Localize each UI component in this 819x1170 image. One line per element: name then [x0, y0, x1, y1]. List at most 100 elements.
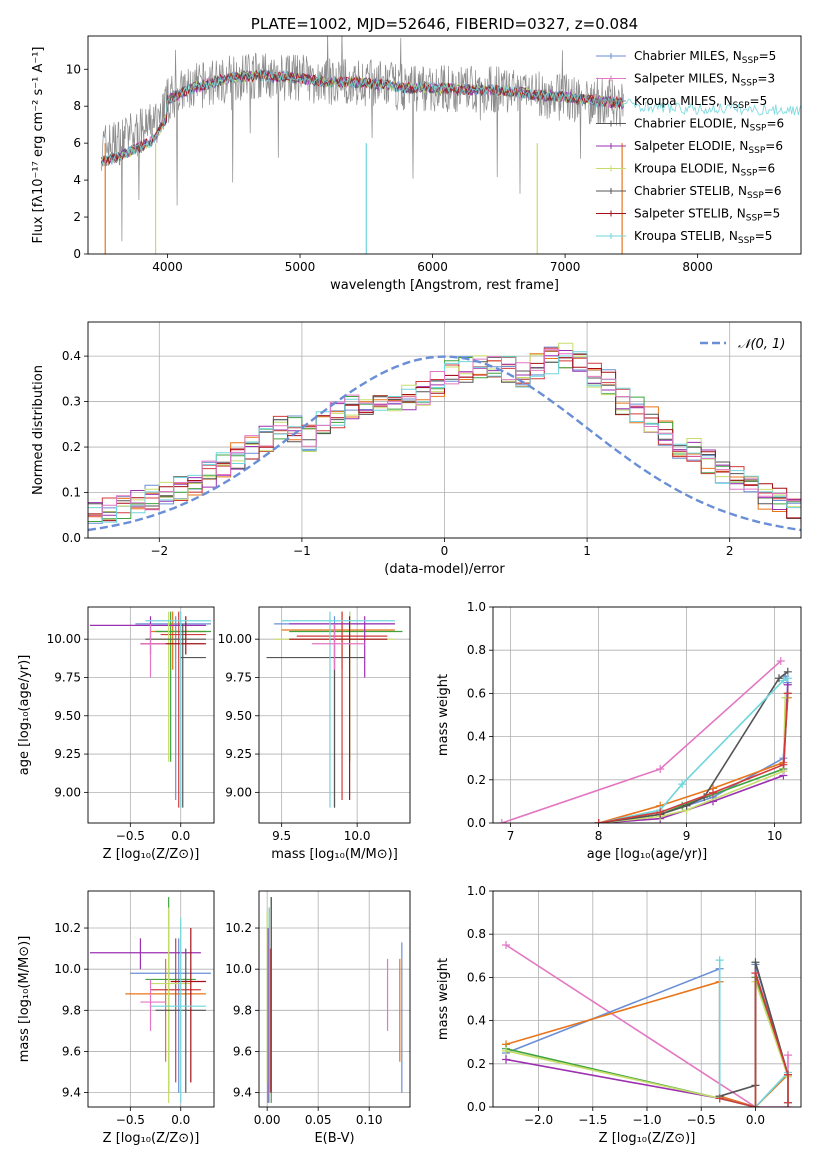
chart-age_vs_mass: 9.5 10.0 9.00 9.25 9.50 9.75 10.00 mass [log₁₀(… — [218, 606, 411, 862]
y-tick-label: 10.0 — [225, 962, 252, 976]
x-tick-label: 7000 — [550, 260, 581, 274]
x-tick-label: 2 — [726, 544, 734, 558]
y-axis-label: Normed distribution — [31, 365, 46, 495]
y-tick-label: 0.8 — [467, 643, 486, 657]
legend-label-text: Kroupa ELODIE, N — [634, 162, 741, 176]
legend-label-sub: SSP — [742, 56, 759, 66]
mass-weight-marker — [678, 780, 687, 789]
model-spectrum-line — [100, 68, 624, 167]
legend-label-text: Salpeter STELIB, N — [634, 207, 746, 221]
legend-label-suffix: =5 — [755, 229, 773, 243]
axes-frame — [87, 321, 802, 539]
x-tick-label: 4000 — [152, 260, 183, 274]
y-tick-label: 0.0 — [467, 816, 486, 830]
y-tick-label: 9.50 — [54, 709, 81, 723]
y-tick-label: 0.1 — [62, 486, 81, 500]
mass-weight-marker — [775, 674, 783, 683]
legend-label: Kroupa MILES, NSSP=5 — [634, 94, 767, 111]
normal-curve-line — [88, 355, 801, 532]
mass-weight-marker — [751, 958, 760, 967]
legend-label: Salpeter MILES, NSSP=3 — [634, 72, 775, 89]
y-tick-label: 0.0 — [467, 1100, 486, 1114]
y-axis-label: age [log₁₀(age/yr)] — [17, 655, 32, 776]
mass-weight-line — [719, 962, 789, 1103]
legend-label-sub: SSP — [750, 124, 767, 134]
x-tick-label: 0.05 — [305, 1113, 332, 1127]
axes-frame — [258, 606, 411, 824]
mass-weight-marker — [779, 676, 788, 685]
axes-frame — [87, 890, 215, 1108]
y-tick-label: 0.4 — [467, 730, 486, 744]
errorbar-point — [140, 623, 166, 678]
y-tick-label: 9.25 — [54, 747, 81, 761]
x-tick-label: 1 — [583, 544, 591, 558]
x-tick-label: 9 — [683, 829, 691, 843]
y-tick-label: 0.2 — [62, 440, 81, 454]
errorbar-point — [296, 611, 388, 801]
y-tick-label: 4 — [73, 173, 81, 187]
y-tick-label: 9.4 — [62, 1086, 81, 1100]
mass-weight-marker — [502, 1055, 511, 1064]
errorbar-point — [311, 623, 365, 670]
errorbar-point — [145, 623, 206, 808]
x-tick-label: −2 — [150, 544, 168, 558]
mass-weight-marker — [656, 765, 665, 773]
legend-label-text: Chabrier STELIB, N — [634, 184, 747, 198]
chart-massweight_vs_age: 7 8 9 10 0.0 0.2 0.4 0.6 0.8 1.0 age [log₁₀(age/yr… — [436, 600, 802, 862]
legend: 𝒩(0, 1) — [700, 337, 785, 352]
y-tick-label: 0.3 — [62, 395, 81, 409]
mass-weight-marker — [783, 1051, 792, 1060]
x-axis-label: age [log₁₀(age/yr)] — [587, 847, 708, 862]
x-tick-label: 0.0 — [746, 1113, 765, 1127]
errorbar-point — [140, 979, 166, 1031]
errorbar-point — [90, 938, 201, 970]
mass-weight-marker — [709, 788, 717, 797]
legend-label-text: Chabrier MILES, N — [634, 49, 742, 63]
y-tick-label: 0.0 — [62, 531, 81, 545]
x-axis-label: Z [log₁₀(Z/Z⊙)] — [103, 847, 200, 862]
errorbar-point — [145, 611, 211, 808]
mass-weight-marker — [751, 1103, 760, 1107]
y-tick-label: 1.0 — [467, 600, 486, 614]
errorbar-point — [281, 611, 395, 808]
axes-frame — [258, 890, 411, 1108]
legend-label-suffix: =6 — [757, 162, 775, 176]
y-tick-label: 9.00 — [54, 785, 81, 799]
plot-area-mass_vs_z — [90, 897, 211, 1103]
x-axis-label: (data-model)/error — [384, 562, 505, 577]
legend-label-suffix: =5 — [763, 207, 781, 221]
plot-area-age_vs_mass — [266, 611, 403, 808]
errorbar-point — [90, 616, 206, 655]
x-tick-label: 10 — [767, 829, 782, 843]
x-tick-label: 7 — [507, 829, 515, 843]
y-tick-label: 0.6 — [467, 686, 486, 700]
y-tick-label: 9.25 — [225, 747, 252, 761]
mass-weight-line — [719, 972, 789, 1107]
x-axis-label: Z [log₁₀(Z/Z⊙)] — [599, 1131, 696, 1146]
y-tick-label: 1.0 — [467, 884, 486, 898]
axes-frame — [87, 606, 215, 824]
legend-label-sub: SSP — [738, 236, 755, 246]
legend-label-suffix: =6 — [765, 139, 783, 153]
x-axis-label: Z [log₁₀(Z/Z⊙)] — [103, 1131, 200, 1146]
errorbar-point — [289, 616, 388, 801]
mass-weight-line — [598, 671, 789, 823]
y-tick-label: 0.2 — [467, 1057, 486, 1071]
legend-label: Salpeter ELODIE, NSSP=6 — [634, 139, 783, 156]
mass-weight-marker — [783, 689, 792, 698]
y-tick-label: 9.6 — [62, 1044, 81, 1058]
errorbar-point — [170, 928, 206, 1083]
legend-label-text: Kroupa MILES, N — [634, 94, 733, 108]
mass-weight-marker — [656, 808, 665, 817]
errorbar-point — [289, 611, 403, 762]
mass-weight-marker — [751, 969, 760, 978]
plot-area-age_vs_z — [90, 611, 211, 808]
y-axis-label: mass [log₁₀(M/M⊙)] — [17, 936, 32, 1063]
y-tick-label: 9.8 — [233, 1003, 252, 1017]
mass-weight-marker — [497, 819, 506, 823]
mass-weight-marker — [594, 819, 603, 823]
plot-area-mass_vs_ebv — [266, 897, 403, 1103]
x-tick-label: 0.0 — [171, 829, 190, 843]
